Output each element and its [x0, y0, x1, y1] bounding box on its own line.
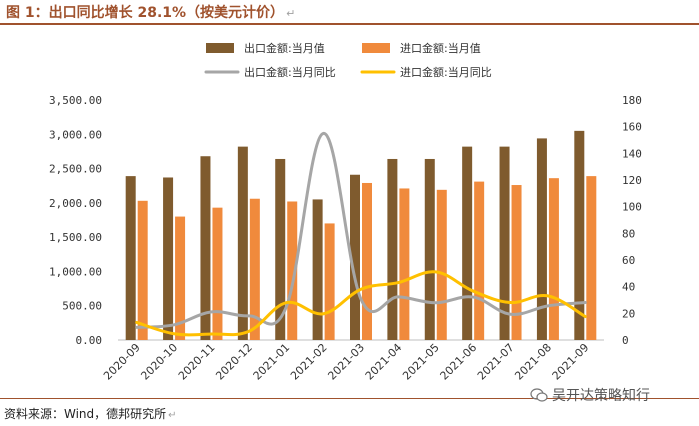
export-value-bar	[424, 158, 435, 340]
left-axis-tick-label: 2,000.00	[49, 197, 102, 210]
legend-label: 进口金额:当月同比	[400, 65, 492, 79]
import-value-bar	[287, 201, 298, 340]
right-axis-tick-label: 160	[622, 121, 642, 134]
import-yoy-line	[135, 270, 587, 337]
left-axis: 0.00 500.00 1,000.00 1,500.00 2,000.00 2,500.…	[49, 94, 102, 347]
left-axis-tick-label: 3,000.00	[49, 128, 102, 141]
left-axis-tick-label: 500.00	[62, 300, 102, 313]
return-mark-icon: ↵	[168, 410, 177, 421]
chart-title: 图 1：出口同比增长 28.1%（按美元计价） ↵	[6, 2, 295, 22]
x-axis-tick-label: 2021-01	[251, 341, 293, 383]
x-axis-tick-label: 2020-11	[176, 341, 218, 383]
import-value-bar	[399, 188, 410, 340]
footer-divider	[0, 398, 699, 399]
wechat-bubble-icon	[530, 388, 548, 402]
title-text: 图 1：出口同比增长 28.1%（按美元计价）	[6, 5, 285, 21]
x-axis-tick-label: 2021-07	[475, 341, 517, 383]
title-divider	[0, 23, 699, 25]
right-axis-tick-label: 20	[622, 307, 635, 320]
x-axis-tick-label: 2020-12	[213, 341, 255, 383]
x-axis: 2020-092020-102020-112020-122021-012021-…	[101, 341, 591, 383]
export-value-bar	[163, 177, 174, 340]
source-note: 资料来源：Wind，德邦研究所 ↵	[4, 405, 177, 422]
x-axis-tick-label: 2021-03	[325, 341, 367, 383]
import-value-bar	[474, 181, 485, 340]
export-value-bar	[574, 130, 585, 340]
line-series	[135, 131, 587, 337]
export-value-bar	[350, 174, 360, 340]
source-text: 资料来源：Wind，德邦研究所	[4, 407, 167, 421]
import-value-bar	[212, 207, 223, 340]
import-value-bar	[175, 216, 186, 340]
x-axis-tick-label: 2021-09	[550, 341, 592, 383]
x-axis-tick-label: 2021-05	[400, 341, 442, 383]
export-value-bar	[462, 146, 473, 340]
left-axis-tick-label: 1,000.00	[49, 265, 102, 278]
legend-swatch	[206, 43, 234, 53]
export-value-bar	[125, 176, 136, 340]
left-axis-tick-label: 1,500.00	[49, 231, 102, 244]
import-value-bar	[137, 200, 148, 340]
export-value-bar	[275, 158, 286, 340]
watermark-text: 吴开达策略知行	[552, 388, 650, 404]
export-value-bar	[312, 199, 323, 340]
legend-label: 出口金额:当月同比	[244, 65, 336, 79]
left-axis-tick-label: 2,500.00	[49, 163, 102, 176]
x-axis-tick-label: 2021-06	[438, 341, 480, 383]
legend-label: 出口金额:当月值	[244, 41, 325, 55]
right-axis-tick-label: 100	[622, 201, 642, 214]
export-value-bar	[536, 138, 547, 340]
export-value-bar	[387, 158, 398, 340]
right-axis-tick-label: 60	[622, 254, 635, 267]
x-axis-tick-label: 2021-08	[512, 341, 554, 383]
right-axis-tick-label: 40	[622, 281, 635, 294]
right-axis-tick-label: 80	[622, 227, 635, 240]
right-axis-tick-label: 140	[622, 147, 642, 160]
right-axis-tick-label: 0	[622, 334, 629, 347]
export-value-bar	[200, 156, 211, 340]
import-value-bar	[511, 185, 522, 340]
legend-swatch	[362, 43, 390, 53]
bar-series	[125, 130, 597, 340]
x-axis-tick-label: 2021-04	[363, 341, 405, 383]
import-value-bar	[249, 198, 260, 340]
export-value-bar	[237, 146, 248, 340]
export-value-bar	[499, 146, 510, 340]
import-value-bar	[362, 182, 372, 340]
left-axis-tick-label: 3,500.00	[49, 94, 102, 107]
x-axis-tick-label: 2020-10	[139, 341, 181, 383]
return-mark-icon: ↵	[286, 7, 296, 20]
import-value-bar	[586, 176, 597, 340]
import-value-bar	[324, 223, 335, 340]
import-value-bar	[436, 189, 447, 340]
right-axis: 0 20 40 60 80 100 120 140 160 180	[622, 94, 642, 347]
import-value-bar	[548, 178, 559, 340]
left-axis-tick-label: 0.00	[76, 334, 103, 347]
right-axis-tick-label: 120	[622, 174, 642, 187]
legend-label: 进口金额:当月值	[400, 41, 481, 55]
x-axis-tick-label: 2020-09	[101, 341, 143, 383]
watermark: 吴开达策略知行	[530, 385, 650, 405]
export-yoy-line	[135, 131, 587, 329]
x-axis-tick-label: 2021-02	[288, 341, 330, 383]
right-axis-tick-label: 180	[622, 94, 642, 107]
